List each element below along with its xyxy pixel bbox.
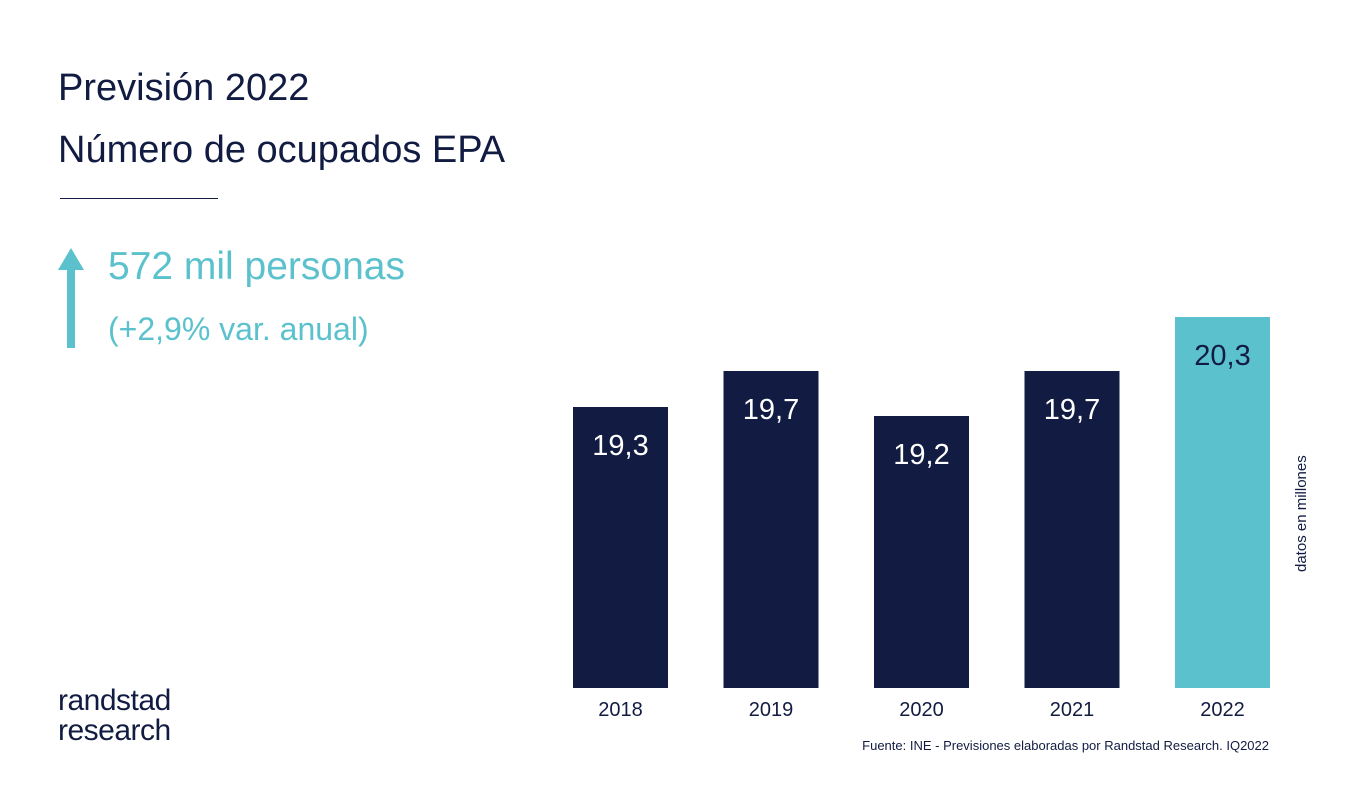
x-tick-label-2020: 2020	[899, 699, 944, 721]
bar-value-label-2018: 19,3	[592, 430, 648, 462]
source-note: Fuente: INE - Previsiones elaboradas por…	[862, 738, 1269, 753]
bar-2022	[1175, 317, 1270, 688]
arrow-up-icon	[58, 248, 84, 348]
bar-2021	[1024, 371, 1120, 688]
bar-value-label-2019: 19,7	[743, 394, 799, 426]
bar-2020	[874, 416, 969, 688]
bar-2018	[573, 407, 668, 688]
title-divider	[60, 198, 218, 199]
logo-line-1: randstad	[58, 684, 171, 717]
bar-value-label-2021: 19,7	[1044, 394, 1100, 426]
chart-title: Previsión 2022	[58, 67, 310, 109]
brand-logo: randstad research	[58, 686, 171, 746]
bar-value-label-2022: 20,3	[1194, 340, 1250, 372]
logo-line-2: research	[58, 714, 171, 747]
bar-value-label-2020: 19,2	[893, 439, 949, 471]
highlight-value: 572 mil personas	[108, 245, 405, 288]
highlight-variation: (+2,9% var. anual)	[108, 311, 369, 347]
x-tick-label-2021: 2021	[1050, 699, 1095, 721]
x-tick-label-2022: 2022	[1200, 699, 1245, 721]
x-tick-label-2019: 2019	[749, 699, 794, 721]
chart-subtitle: Número de ocupados EPA	[58, 129, 506, 171]
unit-label: datos en millones	[1293, 455, 1310, 572]
bar-2019	[723, 371, 819, 688]
x-tick-label-2018: 2018	[598, 699, 643, 721]
